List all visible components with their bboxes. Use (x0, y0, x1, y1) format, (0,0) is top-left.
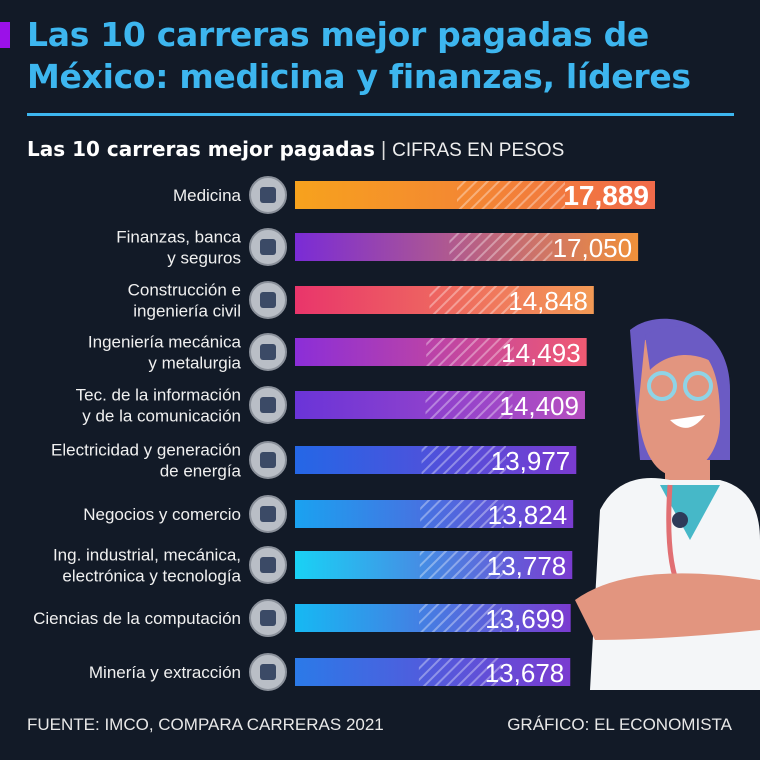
category-label: Ciencias de la computación (33, 609, 241, 628)
value-label: 13,699 (485, 604, 565, 634)
it-icon-glyph (260, 397, 276, 413)
doctor-illustration-icon (575, 318, 760, 690)
construction-icon-glyph (260, 292, 276, 308)
title-divider (27, 113, 734, 116)
bar-hatch (425, 391, 513, 419)
bar-hatch (449, 233, 553, 261)
category-label: Electricidad y generación (51, 441, 241, 460)
category-label: de energía (160, 462, 242, 481)
bar-hatch (418, 658, 502, 686)
value-label: 13,824 (488, 500, 568, 530)
bar-hatch (419, 604, 502, 632)
metallurgy-icon-glyph (260, 344, 276, 360)
category-label: Construcción e (128, 281, 241, 300)
chart-subtitle: Las 10 carreras mejor pagadas | CIFRAS EN … (27, 136, 564, 162)
value-label: 14,848 (508, 286, 588, 316)
doctor-icon-glyph (260, 187, 276, 203)
category-label: Ing. industrial, mecánica, (53, 546, 241, 565)
category-label: ingeniería civil (133, 302, 241, 321)
credit-note: GRÁFICO: EL ECONOMISTA (507, 715, 732, 734)
bar-hatch (426, 338, 514, 366)
value-label: 17,889 (563, 180, 649, 211)
category-label: Medicina (173, 186, 242, 205)
bar-hatch (421, 446, 506, 474)
page-title: Las 10 carreras mejor pagadas de México:… (27, 15, 691, 96)
category-label: Tec. de la información (76, 386, 241, 405)
source-note: FUENTE: IMCO, COMPARA CARRERAS 2021 (27, 715, 384, 734)
category-label: y metalurgia (148, 354, 241, 373)
chart-unit: CIFRAS EN PESOS (392, 140, 565, 161)
value-label: 13,778 (487, 551, 567, 581)
mining-icon-glyph (260, 664, 276, 680)
category-label: Ingeniería mecánica (88, 333, 242, 352)
finance-icon-glyph (260, 239, 276, 255)
category-label: Minería y extracción (89, 663, 241, 682)
subtitle-separator: | (380, 139, 387, 161)
value-label: 13,977 (491, 446, 571, 476)
category-label: y de la comunicación (82, 407, 241, 426)
title-accent-bar (0, 22, 10, 48)
value-label: 17,050 (553, 233, 633, 263)
computer-icon-glyph (260, 610, 276, 626)
value-label: 14,409 (499, 391, 579, 421)
bar-hatch (429, 286, 520, 314)
chip-icon-glyph (260, 557, 276, 573)
category-label: Negocios y comercio (83, 505, 241, 524)
category-label: Finanzas, banca (116, 228, 241, 247)
category-label: y seguros (167, 249, 241, 268)
value-label: 13,678 (485, 658, 565, 688)
bar-hatch (419, 551, 503, 579)
electricity-icon-glyph (260, 452, 276, 468)
category-label: electrónica y tecnología (62, 567, 241, 586)
value-label: 14,493 (501, 338, 581, 368)
chart-title: Las 10 carreras mejor pagadas (27, 137, 375, 161)
bar-hatch (420, 500, 504, 528)
business-icon-glyph (260, 506, 276, 522)
bar-hatch (457, 181, 565, 209)
